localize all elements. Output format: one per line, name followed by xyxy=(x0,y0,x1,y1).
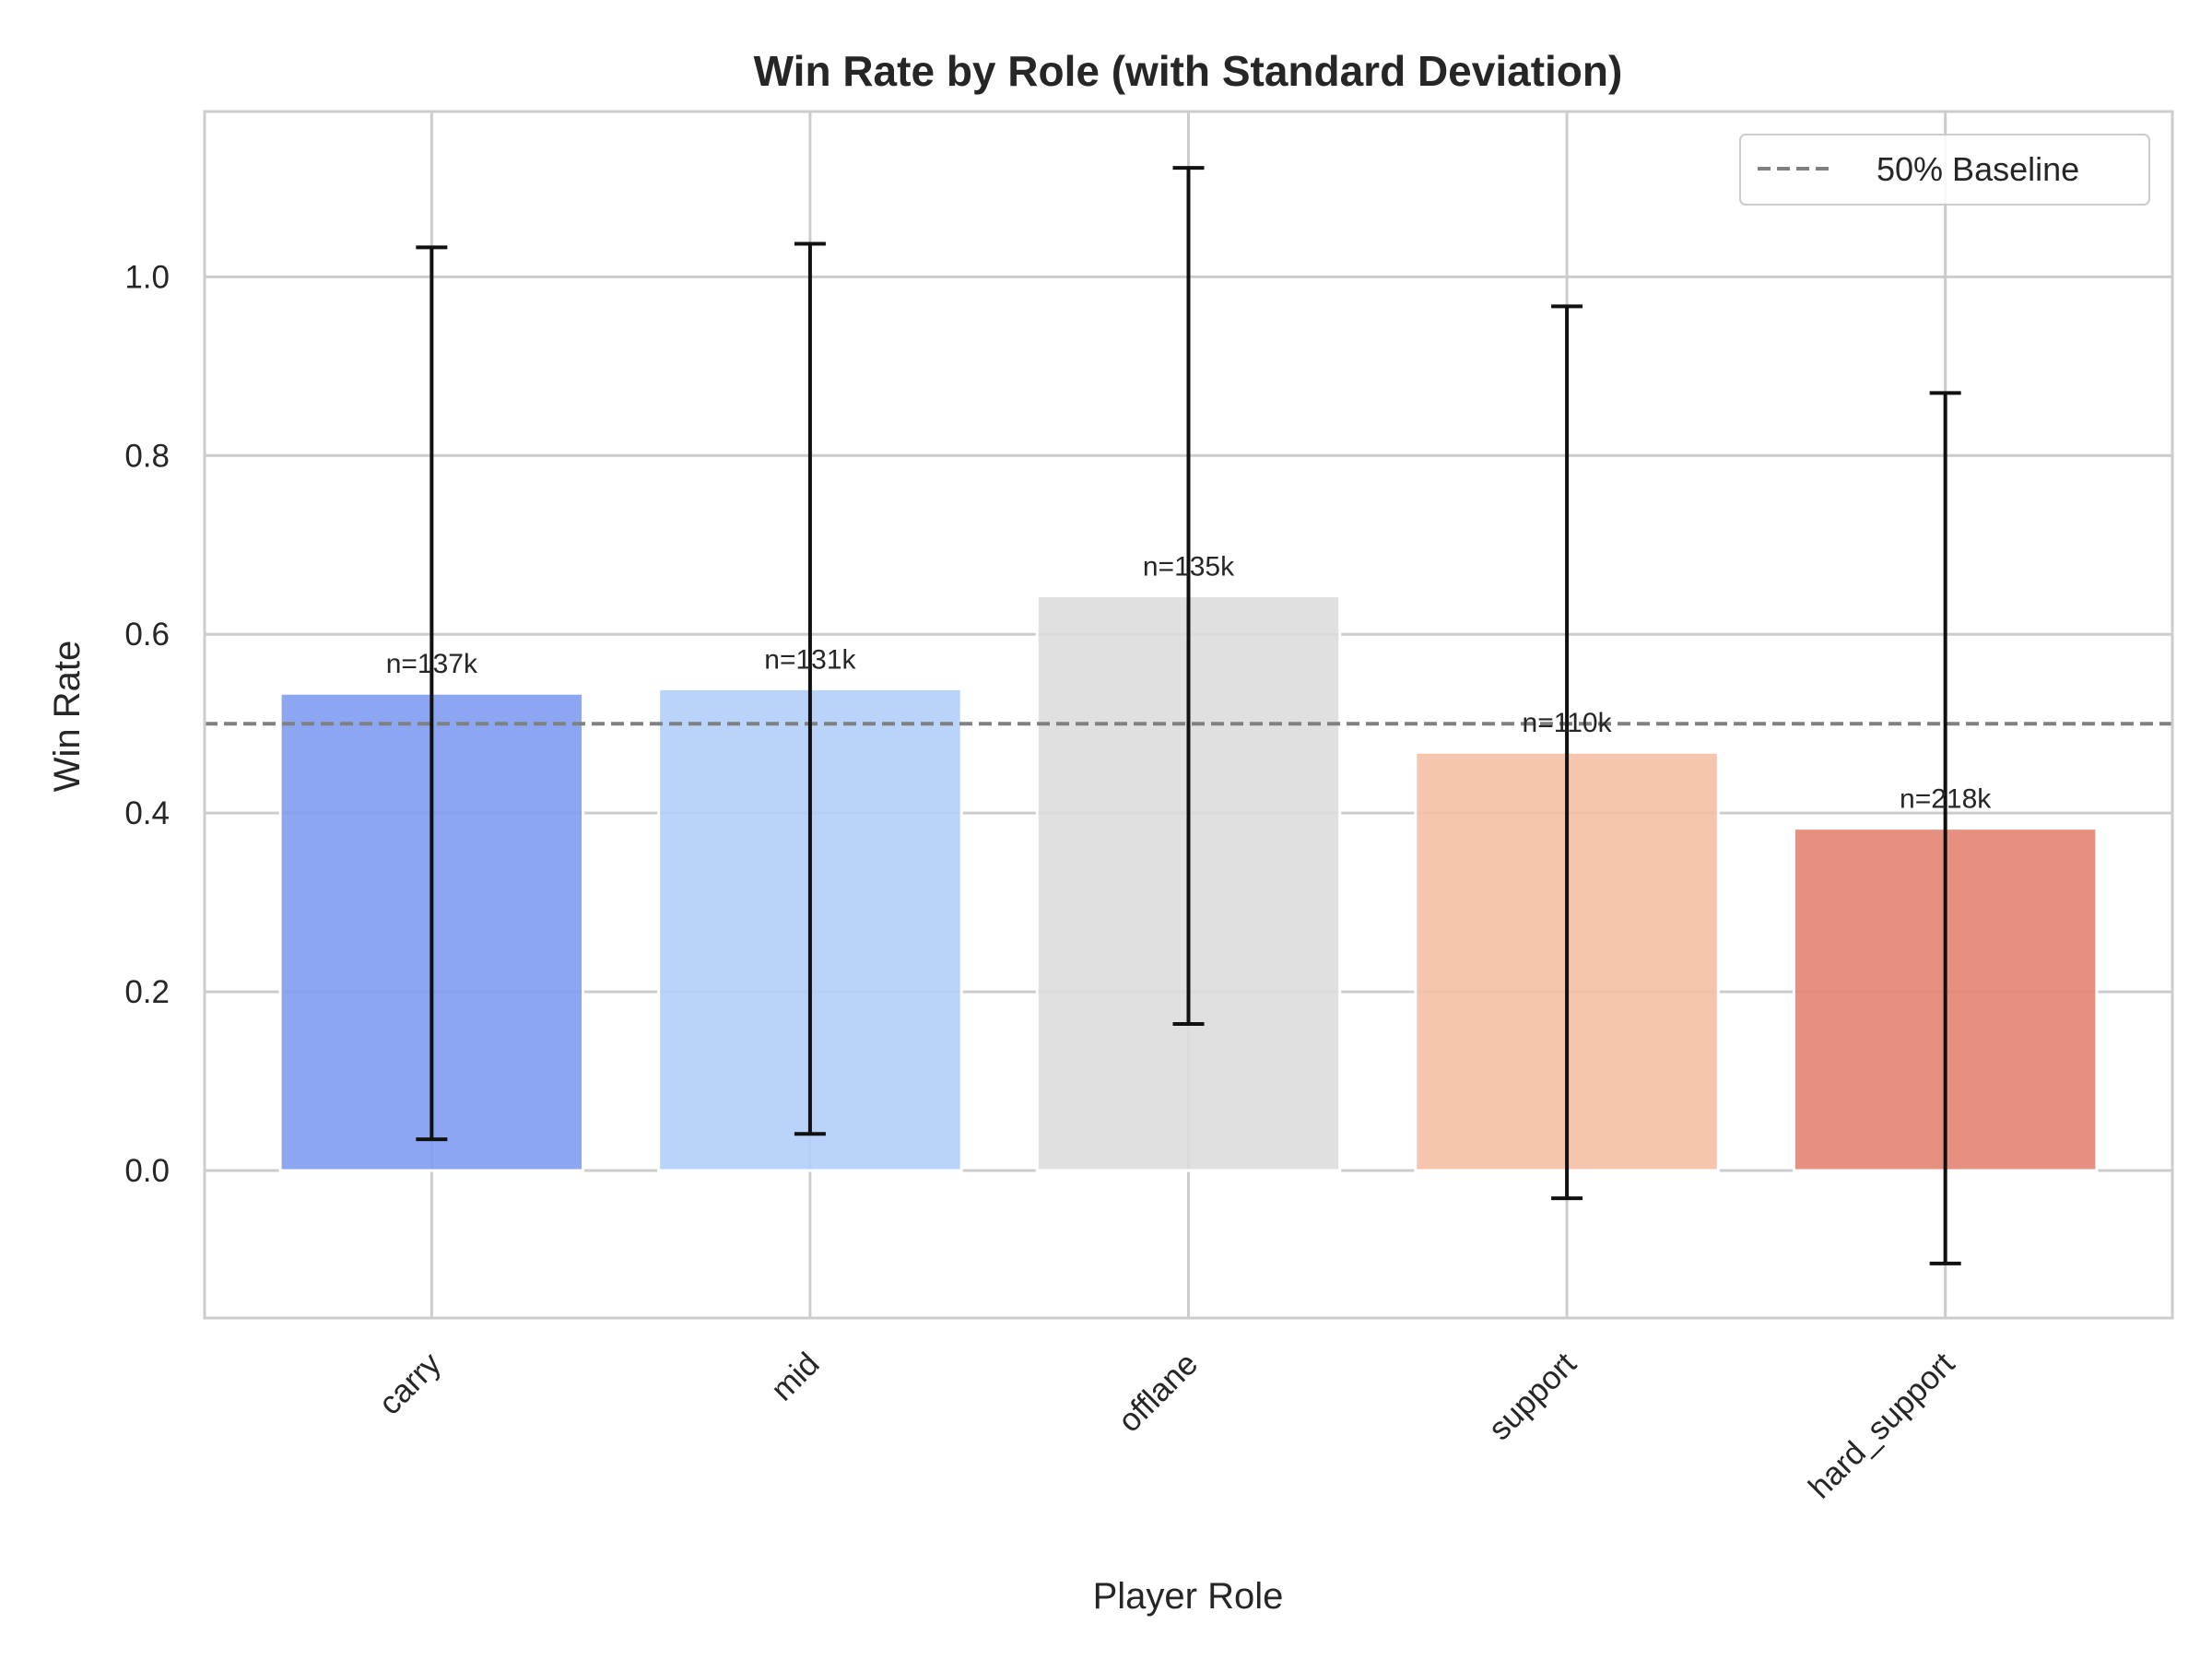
error-bars xyxy=(416,166,1961,1265)
bar-label-carry: n=137k xyxy=(386,649,478,679)
legend-box xyxy=(1739,134,2150,206)
chart-title: Win Rate by Role (with Standard Deviatio… xyxy=(754,47,1623,95)
bar-label-hard_support: n=218k xyxy=(1900,784,1992,815)
x-axis-label: Player Role xyxy=(1093,1576,1284,1617)
plot-frame xyxy=(203,110,2174,1320)
legend: 50% Baseline xyxy=(1739,134,2150,206)
bar-label-offlane: n=135k xyxy=(1143,552,1235,582)
y-tick-label: 0.6 xyxy=(124,617,170,653)
bar-label-support: n=110k xyxy=(1523,708,1613,738)
bar-labels: n=137k n=131k n=135k n=110k n=218k xyxy=(386,552,1993,815)
y-tick-label: 1.0 xyxy=(124,259,170,295)
bar-label-mid: n=131k xyxy=(764,644,856,675)
y-axis-label: Win Rate xyxy=(47,641,88,793)
y-tick-label: 0.0 xyxy=(124,1153,170,1189)
y-tick-label: 0.4 xyxy=(124,795,170,831)
y-tick-label: 0.2 xyxy=(124,974,170,1010)
y-axis-ticks: 0.0 0.2 0.4 0.6 0.8 1.0 xyxy=(124,259,170,1189)
y-tick-label: 0.8 xyxy=(124,438,170,474)
legend-entry-baseline: 50% Baseline xyxy=(1877,150,2079,188)
